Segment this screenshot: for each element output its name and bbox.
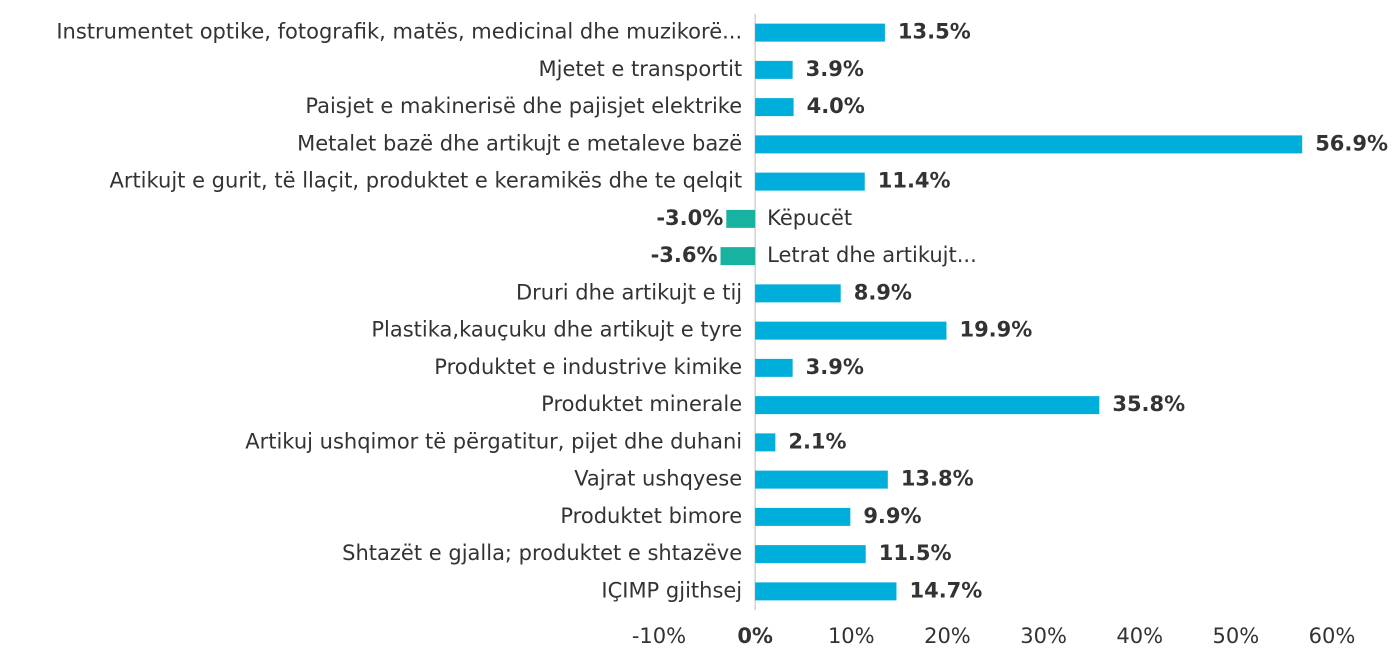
value-label: 3.9% [806, 355, 864, 379]
bar [755, 545, 866, 564]
bar [755, 321, 947, 340]
bar [755, 396, 1100, 415]
bar [755, 172, 865, 191]
value-label: 2.1% [788, 429, 846, 453]
value-label: 4.0% [807, 94, 865, 118]
bar [755, 582, 897, 601]
category-label: Shtazët e gjalla; produktet e shtazëve [342, 541, 742, 565]
category-label: Vajrat ushqyese [574, 467, 742, 491]
x-tick-label: 30% [1020, 624, 1067, 648]
x-tick-label: 60% [1309, 624, 1356, 648]
bar [755, 433, 776, 452]
bar [755, 135, 1303, 154]
x-tick-label: 40% [1116, 624, 1163, 648]
value-label: -3.6% [651, 243, 718, 267]
value-label: 56.9% [1315, 131, 1388, 155]
x-tick-label: 50% [1213, 624, 1260, 648]
category-label: Plastika,kauçuku dhe artikujt e tyre [371, 318, 742, 342]
category-label: Produktet e industrive kimike [434, 355, 742, 379]
bar [755, 507, 851, 526]
category-label: Këpucët [767, 206, 852, 230]
x-tick-label: 20% [924, 624, 971, 648]
category-label: Paisjet e makinerisë dhe pajisjet elektr… [305, 94, 742, 118]
category-label: Metalet bazë dhe artikujt e metaleve baz… [297, 131, 742, 155]
category-label: IÇIMP gjithsej [601, 578, 742, 602]
x-tick-label: 10% [828, 624, 875, 648]
value-label: 13.8% [901, 467, 974, 491]
category-label: Mjetet e transportit [539, 57, 743, 81]
value-label: 35.8% [1112, 392, 1185, 416]
value-label: 13.5% [898, 20, 971, 44]
value-label: 9.9% [863, 504, 921, 528]
value-label: 3.9% [806, 57, 864, 81]
category-label: Instrumentet optike, fotografik, matës, … [56, 20, 742, 44]
bar [755, 284, 841, 303]
bar [755, 470, 888, 489]
bar [755, 23, 885, 42]
bar [720, 247, 756, 266]
category-label: Artikuj ushqimor të përgatitur, pijet dh… [245, 429, 742, 453]
value-label: 8.9% [854, 280, 912, 304]
category-label: Produktet bimore [560, 504, 742, 528]
value-label: 14.7% [909, 578, 982, 602]
bar [755, 358, 793, 377]
category-label: Druri dhe artikujt e tij [516, 280, 742, 304]
x-tick-label: 0% [737, 624, 773, 648]
category-label: Artikujt e gurit, të llaçit, produktet e… [109, 169, 742, 193]
value-label: 19.9% [959, 318, 1032, 342]
x-tick-label: -10% [632, 624, 686, 648]
bar [726, 209, 756, 228]
category-label: Letrat dhe artikujt... [767, 243, 977, 267]
bar [755, 98, 794, 117]
bar [755, 60, 793, 79]
value-label: 11.4% [878, 169, 951, 193]
value-label: 11.5% [879, 541, 952, 565]
value-label: -3.0% [656, 206, 723, 230]
category-label: Produktet minerale [541, 392, 742, 416]
